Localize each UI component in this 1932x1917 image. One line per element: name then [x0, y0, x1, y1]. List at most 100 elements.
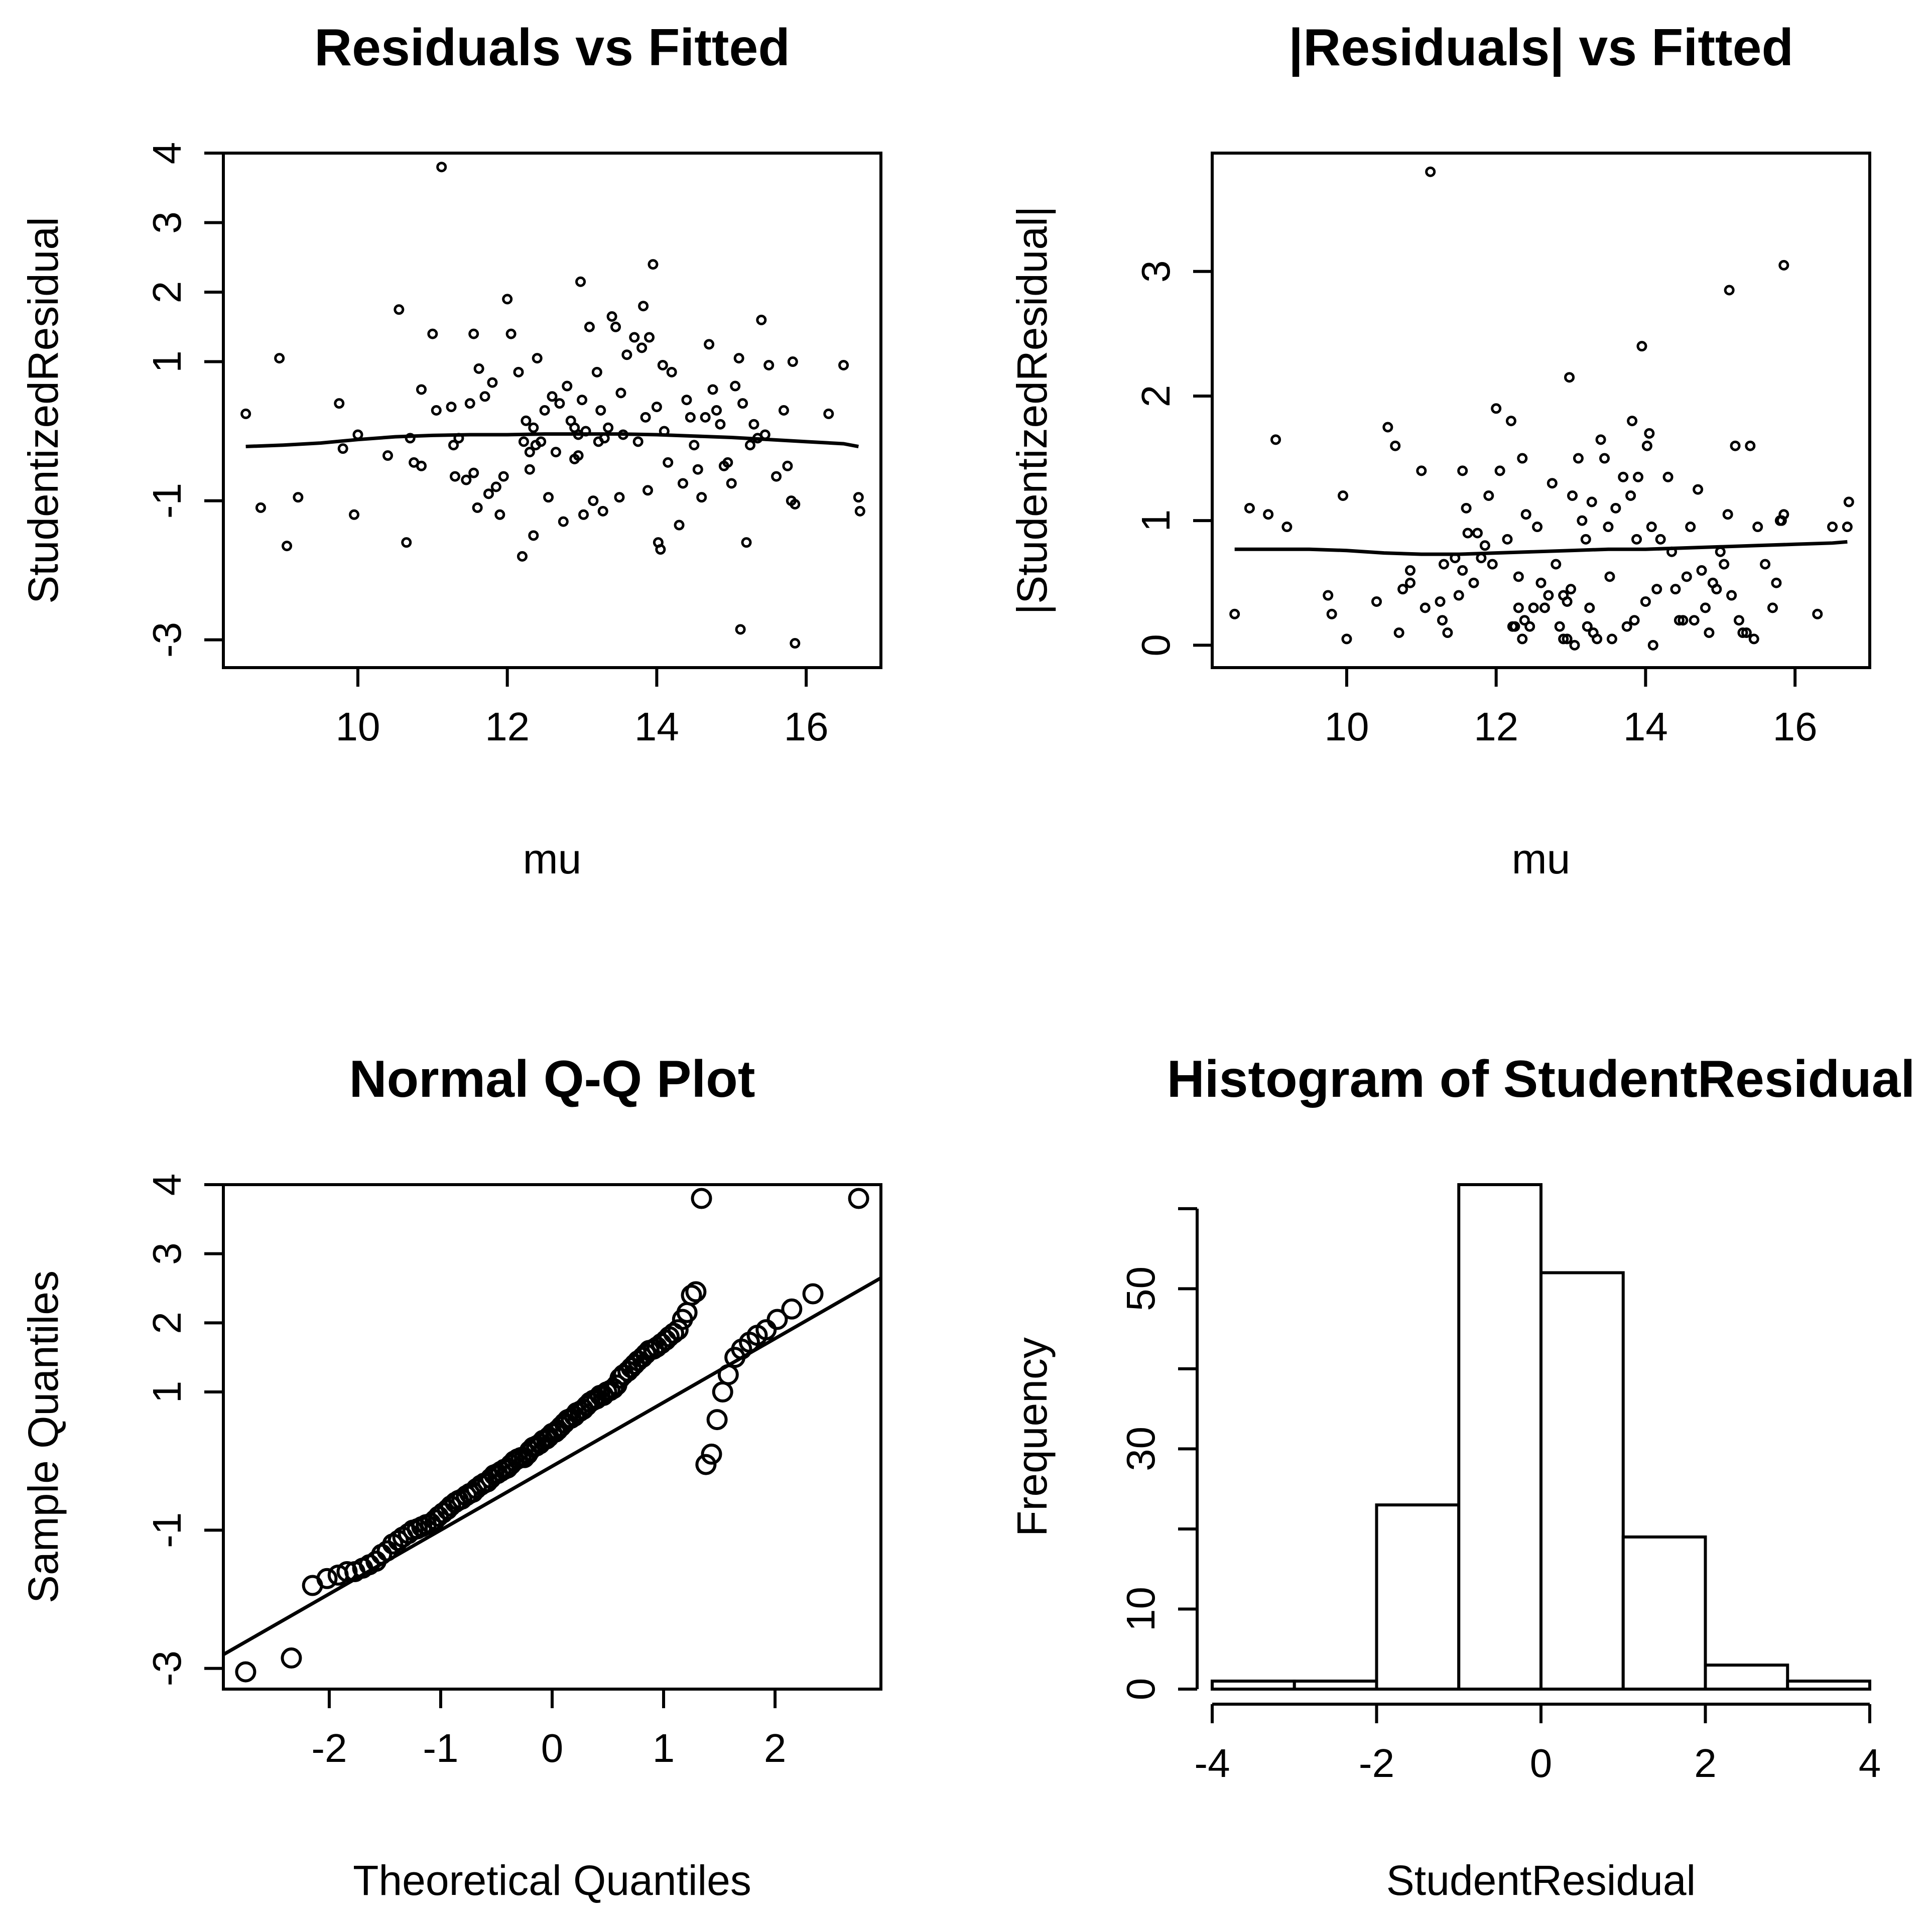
- data-point: [1567, 490, 1578, 501]
- data-point: [1461, 502, 1472, 514]
- data-point: [1564, 372, 1575, 383]
- data-point: [778, 405, 789, 416]
- data-point: [763, 359, 775, 370]
- data-point: [1437, 615, 1448, 626]
- data-point: [741, 537, 752, 548]
- data-point: [715, 419, 726, 430]
- data-point: [1491, 403, 1502, 414]
- data-point: [1636, 341, 1647, 352]
- data-point: [1472, 528, 1483, 539]
- data-point: [748, 419, 759, 430]
- lowess-smooth-line: [245, 432, 859, 449]
- histogram-bar: [1621, 1535, 1707, 1691]
- data-point: [632, 436, 643, 447]
- data-point: [636, 342, 648, 353]
- data-point: [1562, 596, 1573, 607]
- data-point: [1595, 434, 1606, 445]
- data-point: [744, 440, 755, 451]
- data-point: [629, 332, 640, 343]
- y-tick-label: 1: [145, 1381, 189, 1403]
- y-axis-label: StudentizedResidual: [20, 217, 67, 604]
- data-point: [282, 541, 293, 552]
- data-point: [334, 398, 345, 409]
- data-point: [337, 443, 348, 454]
- data-point: [577, 395, 588, 406]
- data-point: [756, 314, 767, 325]
- qq-point: [316, 1568, 338, 1589]
- data-point: [787, 356, 798, 367]
- data-point: [853, 492, 864, 503]
- x-tick-label: 14: [634, 704, 679, 749]
- data-point: [1606, 633, 1617, 645]
- x-tick-label: -4: [1194, 1741, 1230, 1785]
- data-point: [1700, 602, 1711, 613]
- data-point: [1517, 453, 1528, 464]
- histogram-bar: [1457, 1183, 1542, 1691]
- data-point: [1647, 640, 1658, 651]
- data-point: [838, 359, 849, 370]
- panel-3: Normal Q-Q Plot Theoretical Quantiles Samp…: [20, 1050, 882, 1904]
- histogram-bar: [1786, 1680, 1871, 1691]
- data-point: [1599, 453, 1610, 464]
- y-tick-label: 2: [1133, 385, 1178, 408]
- x-tick-label: 4: [1859, 1741, 1881, 1785]
- data-point: [349, 509, 360, 520]
- y-tick-label: 3: [145, 1242, 189, 1265]
- data-point: [1263, 509, 1274, 520]
- data-point: [1827, 522, 1838, 533]
- data-point: [528, 422, 539, 433]
- data-point: [1580, 534, 1591, 545]
- data-point: [293, 492, 304, 503]
- data-point: [1566, 584, 1577, 595]
- qq-point: [701, 1443, 722, 1465]
- x-tick-label: 2: [1694, 1741, 1717, 1785]
- data-point: [461, 474, 472, 485]
- data-point: [554, 398, 565, 409]
- plot-frame: [1211, 152, 1871, 669]
- panel-title: |Residuals| vs Fitted: [1289, 19, 1793, 77]
- data-point: [502, 294, 513, 305]
- data-point: [1487, 559, 1498, 570]
- data-point: [1610, 502, 1621, 514]
- data-point: [1577, 515, 1588, 526]
- data-point: [494, 509, 505, 520]
- data-point: [692, 464, 703, 475]
- data-point: [1730, 440, 1741, 451]
- histogram-bar: [1375, 1503, 1461, 1691]
- data-point: [1425, 166, 1436, 177]
- data-point: [640, 412, 651, 423]
- lowess-smooth-line: [1234, 540, 1848, 556]
- qq-point: [603, 1378, 624, 1399]
- data-point: [1520, 509, 1531, 520]
- histogram-bar: [1704, 1664, 1789, 1691]
- data-point: [1651, 584, 1662, 595]
- data-point: [498, 471, 509, 482]
- y-tick-label: 2: [145, 1312, 189, 1334]
- data-point: [1517, 633, 1528, 645]
- data-point: [674, 520, 685, 531]
- data-point: [517, 551, 528, 562]
- data-point: [1270, 434, 1281, 445]
- data-point: [547, 391, 558, 402]
- data-point: [595, 405, 606, 416]
- data-point: [711, 405, 722, 416]
- data-point: [681, 395, 692, 406]
- data-point: [479, 391, 490, 402]
- data-point: [1592, 633, 1603, 645]
- qq-point: [712, 1381, 733, 1403]
- x-tick-label: 12: [485, 704, 530, 749]
- qq-point: [281, 1647, 302, 1669]
- qq-point: [667, 1319, 689, 1341]
- data-point: [487, 377, 498, 388]
- y-tick-label: 10: [1118, 1587, 1163, 1631]
- data-point: [655, 544, 666, 555]
- data-point: [382, 450, 393, 461]
- data-point: [1513, 602, 1524, 613]
- data-point: [431, 405, 442, 416]
- data-point: [518, 436, 529, 447]
- data-point: [1748, 633, 1759, 645]
- data-point: [1569, 640, 1580, 651]
- y-tick-label: -3: [145, 622, 189, 658]
- x-tick-label: 10: [335, 704, 380, 749]
